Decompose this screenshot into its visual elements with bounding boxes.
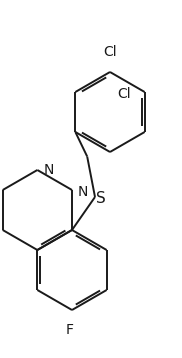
Text: N: N (43, 163, 54, 177)
Text: S: S (96, 190, 106, 205)
Text: N: N (78, 185, 88, 199)
Text: Cl: Cl (103, 45, 117, 59)
Text: F: F (66, 323, 74, 337)
Text: Cl: Cl (117, 87, 131, 101)
